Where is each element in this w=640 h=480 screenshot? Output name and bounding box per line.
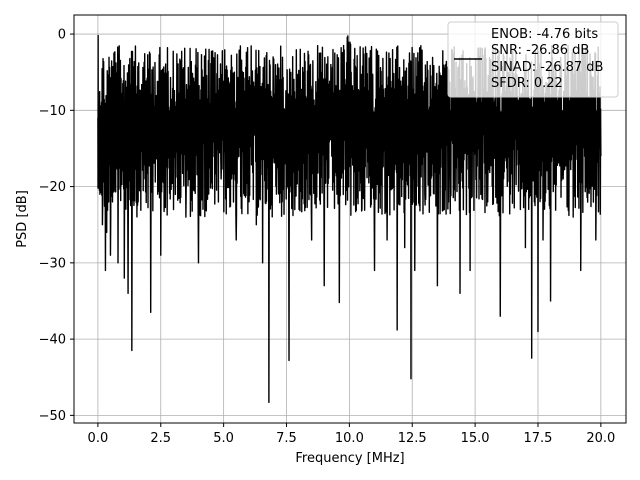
y-tick-label: −10	[39, 104, 66, 119]
x-axis-ticks: 0.0 2.5 5.0 7.5 10.0 12.5 15.0 17.5 20.0	[88, 423, 615, 446]
y-tick-label: −40	[39, 333, 66, 348]
x-tick-label: 10.0	[335, 431, 364, 446]
y-axis-ticks: 0 −10 −20 −30 −40 −50	[39, 28, 74, 424]
x-tick-label: 15.0	[461, 431, 490, 446]
x-tick-label: 5.0	[213, 431, 234, 446]
plot-frame	[73, 14, 627, 424]
y-tick-label: −20	[39, 180, 66, 195]
x-tick-label: 7.5	[276, 431, 297, 446]
y-tick-label: 0	[58, 28, 66, 43]
legend-entry-sfdr: SFDR: 0.22	[491, 76, 563, 91]
x-tick-label: 20.0	[586, 431, 615, 446]
x-axis-label: Frequency [MHz]	[295, 451, 404, 466]
x-tick-label: 0.0	[88, 431, 109, 446]
y-axis-label: PSD [dB]	[15, 190, 30, 248]
x-tick-label: 17.5	[524, 431, 553, 446]
y-tick-label: −30	[39, 256, 66, 271]
legend: ENOB: -4.76 bits SNR: -26.86 dB SINAD: -…	[447, 21, 619, 98]
x-tick-label: 12.5	[398, 431, 427, 446]
y-tick-label: −50	[39, 409, 66, 424]
legend-entry-enob: ENOB: -4.76 bits	[491, 27, 598, 42]
legend-box	[447, 21, 619, 98]
legend-entry-snr: SNR: -26.86 dB	[491, 43, 589, 58]
x-tick-label: 2.5	[150, 431, 171, 446]
legend-entry-sinad: SINAD: -26.87 dB	[491, 60, 603, 75]
